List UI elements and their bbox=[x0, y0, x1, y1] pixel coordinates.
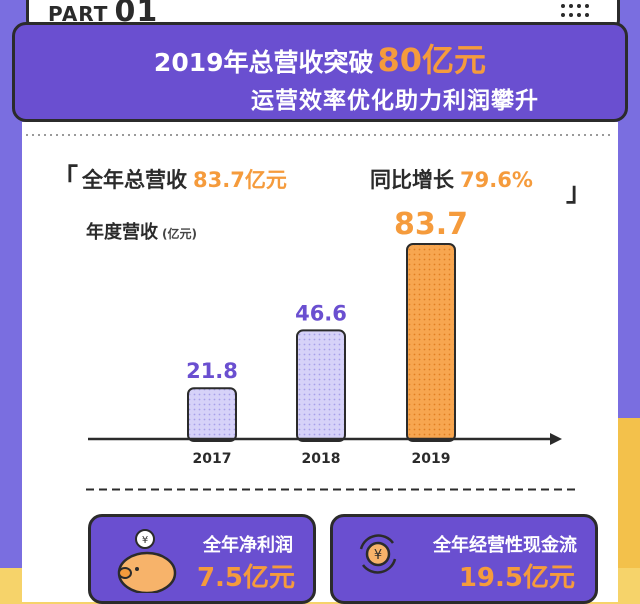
revenue-label: 全年总营收 bbox=[82, 168, 187, 192]
piggy-bank-icon: ¥ bbox=[117, 529, 177, 593]
y-axis-unit: (亿元) bbox=[162, 227, 197, 241]
value-label-2019: 83.7 bbox=[394, 207, 468, 242]
banner-headline-prefix: 2019年总营收突破 bbox=[153, 48, 374, 77]
dots-menu-icon bbox=[561, 4, 589, 17]
y-axis-label: 年度营收 bbox=[86, 222, 158, 243]
svg-text:¥: ¥ bbox=[142, 535, 148, 546]
open-bracket: 「 bbox=[52, 164, 79, 194]
banner-headline-highlight: 80亿元 bbox=[377, 41, 487, 79]
stats-row: 「 全年总营收 83.7亿元 同比增长 79.6% 」 bbox=[52, 158, 592, 208]
dashed-divider bbox=[86, 488, 576, 491]
cashflow-value: 19.5亿元 bbox=[458, 563, 575, 593]
x-axis-arrow-icon bbox=[550, 433, 562, 445]
net-profit-value: 7.5亿元 bbox=[196, 563, 295, 593]
x-tick-label-2017: 2017 bbox=[193, 451, 232, 467]
value-label-2017: 21.8 bbox=[186, 359, 238, 383]
banner-headline: 2019年总营收突破 80亿元 bbox=[15, 35, 625, 81]
revenue-value: 83.7亿元 bbox=[193, 168, 287, 192]
x-tick-label-2018: 2018 bbox=[302, 451, 341, 467]
bar-2017 bbox=[187, 387, 237, 442]
net-profit-panel: ¥ 全年净利润 7.5亿元 bbox=[88, 514, 316, 604]
revenue-stat: 全年总营收 83.7亿元 bbox=[82, 164, 287, 194]
revenue-bar-chart: 21.8 2017 46.6 2018 83.7 2019 bbox=[88, 207, 562, 467]
coin-cycle-icon: ¥ bbox=[359, 534, 397, 574]
growth-value: 79.6% bbox=[460, 168, 533, 192]
bar-2019 bbox=[406, 243, 456, 442]
cashflow-label: 全年经营性现金流 bbox=[433, 535, 577, 556]
banner-subheadline: 运营效率优化助力利润攀升 bbox=[251, 88, 539, 114]
growth-stat: 同比增长 79.6% bbox=[370, 164, 533, 194]
headline-banner: 2019年总营收突破 80亿元 运营效率优化助力利润攀升 bbox=[12, 22, 628, 122]
x-tick-label-2019: 2019 bbox=[412, 451, 451, 467]
cashflow-panel: ¥ 全年经营性现金流 19.5亿元 bbox=[330, 514, 598, 604]
svg-text:¥: ¥ bbox=[374, 548, 382, 563]
chart-card: 「 全年总营收 83.7亿元 同比增长 79.6% 」 年度营收 (亿元) 21.8 2… bbox=[22, 122, 618, 604]
net-profit-label: 全年净利润 bbox=[203, 535, 293, 556]
value-label-2018: 46.6 bbox=[295, 301, 347, 325]
close-bracket: 」 bbox=[565, 178, 592, 208]
y-axis-title: 年度营收 (亿元) bbox=[86, 218, 197, 244]
dotted-divider-top bbox=[26, 134, 614, 136]
growth-label: 同比增长 bbox=[370, 168, 454, 192]
bar-2018 bbox=[296, 329, 346, 442]
